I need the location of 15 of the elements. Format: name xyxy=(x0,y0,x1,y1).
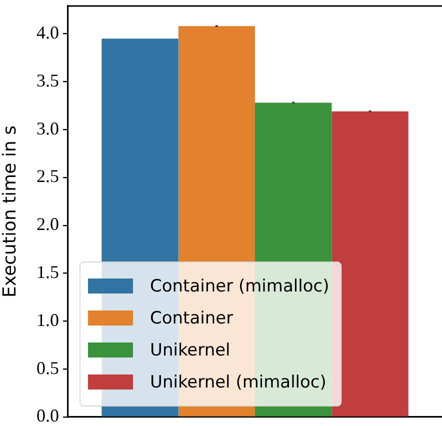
legend-label: Container (mimalloc) xyxy=(150,276,330,296)
y-tick-label: 3.0 xyxy=(36,118,59,138)
legend-label: Container xyxy=(150,308,234,328)
legend-label: Unikernel (mimalloc) xyxy=(150,372,326,392)
y-tick-label: 1.5 xyxy=(36,262,59,282)
y-tick-label: 0.5 xyxy=(36,358,59,378)
y-tick-label: 1.0 xyxy=(36,310,59,330)
bar xyxy=(332,111,408,416)
legend-label: Unikernel xyxy=(150,340,230,360)
y-tick-label: 2.0 xyxy=(36,214,59,234)
y-tick-label: 3.5 xyxy=(36,70,59,90)
y-axis-title: Execution time in s xyxy=(0,126,20,298)
y-tick-label: 4.0 xyxy=(36,22,59,43)
y-tick-label: 2.5 xyxy=(36,166,59,186)
y-tick-label: 0.0 xyxy=(36,406,59,426)
